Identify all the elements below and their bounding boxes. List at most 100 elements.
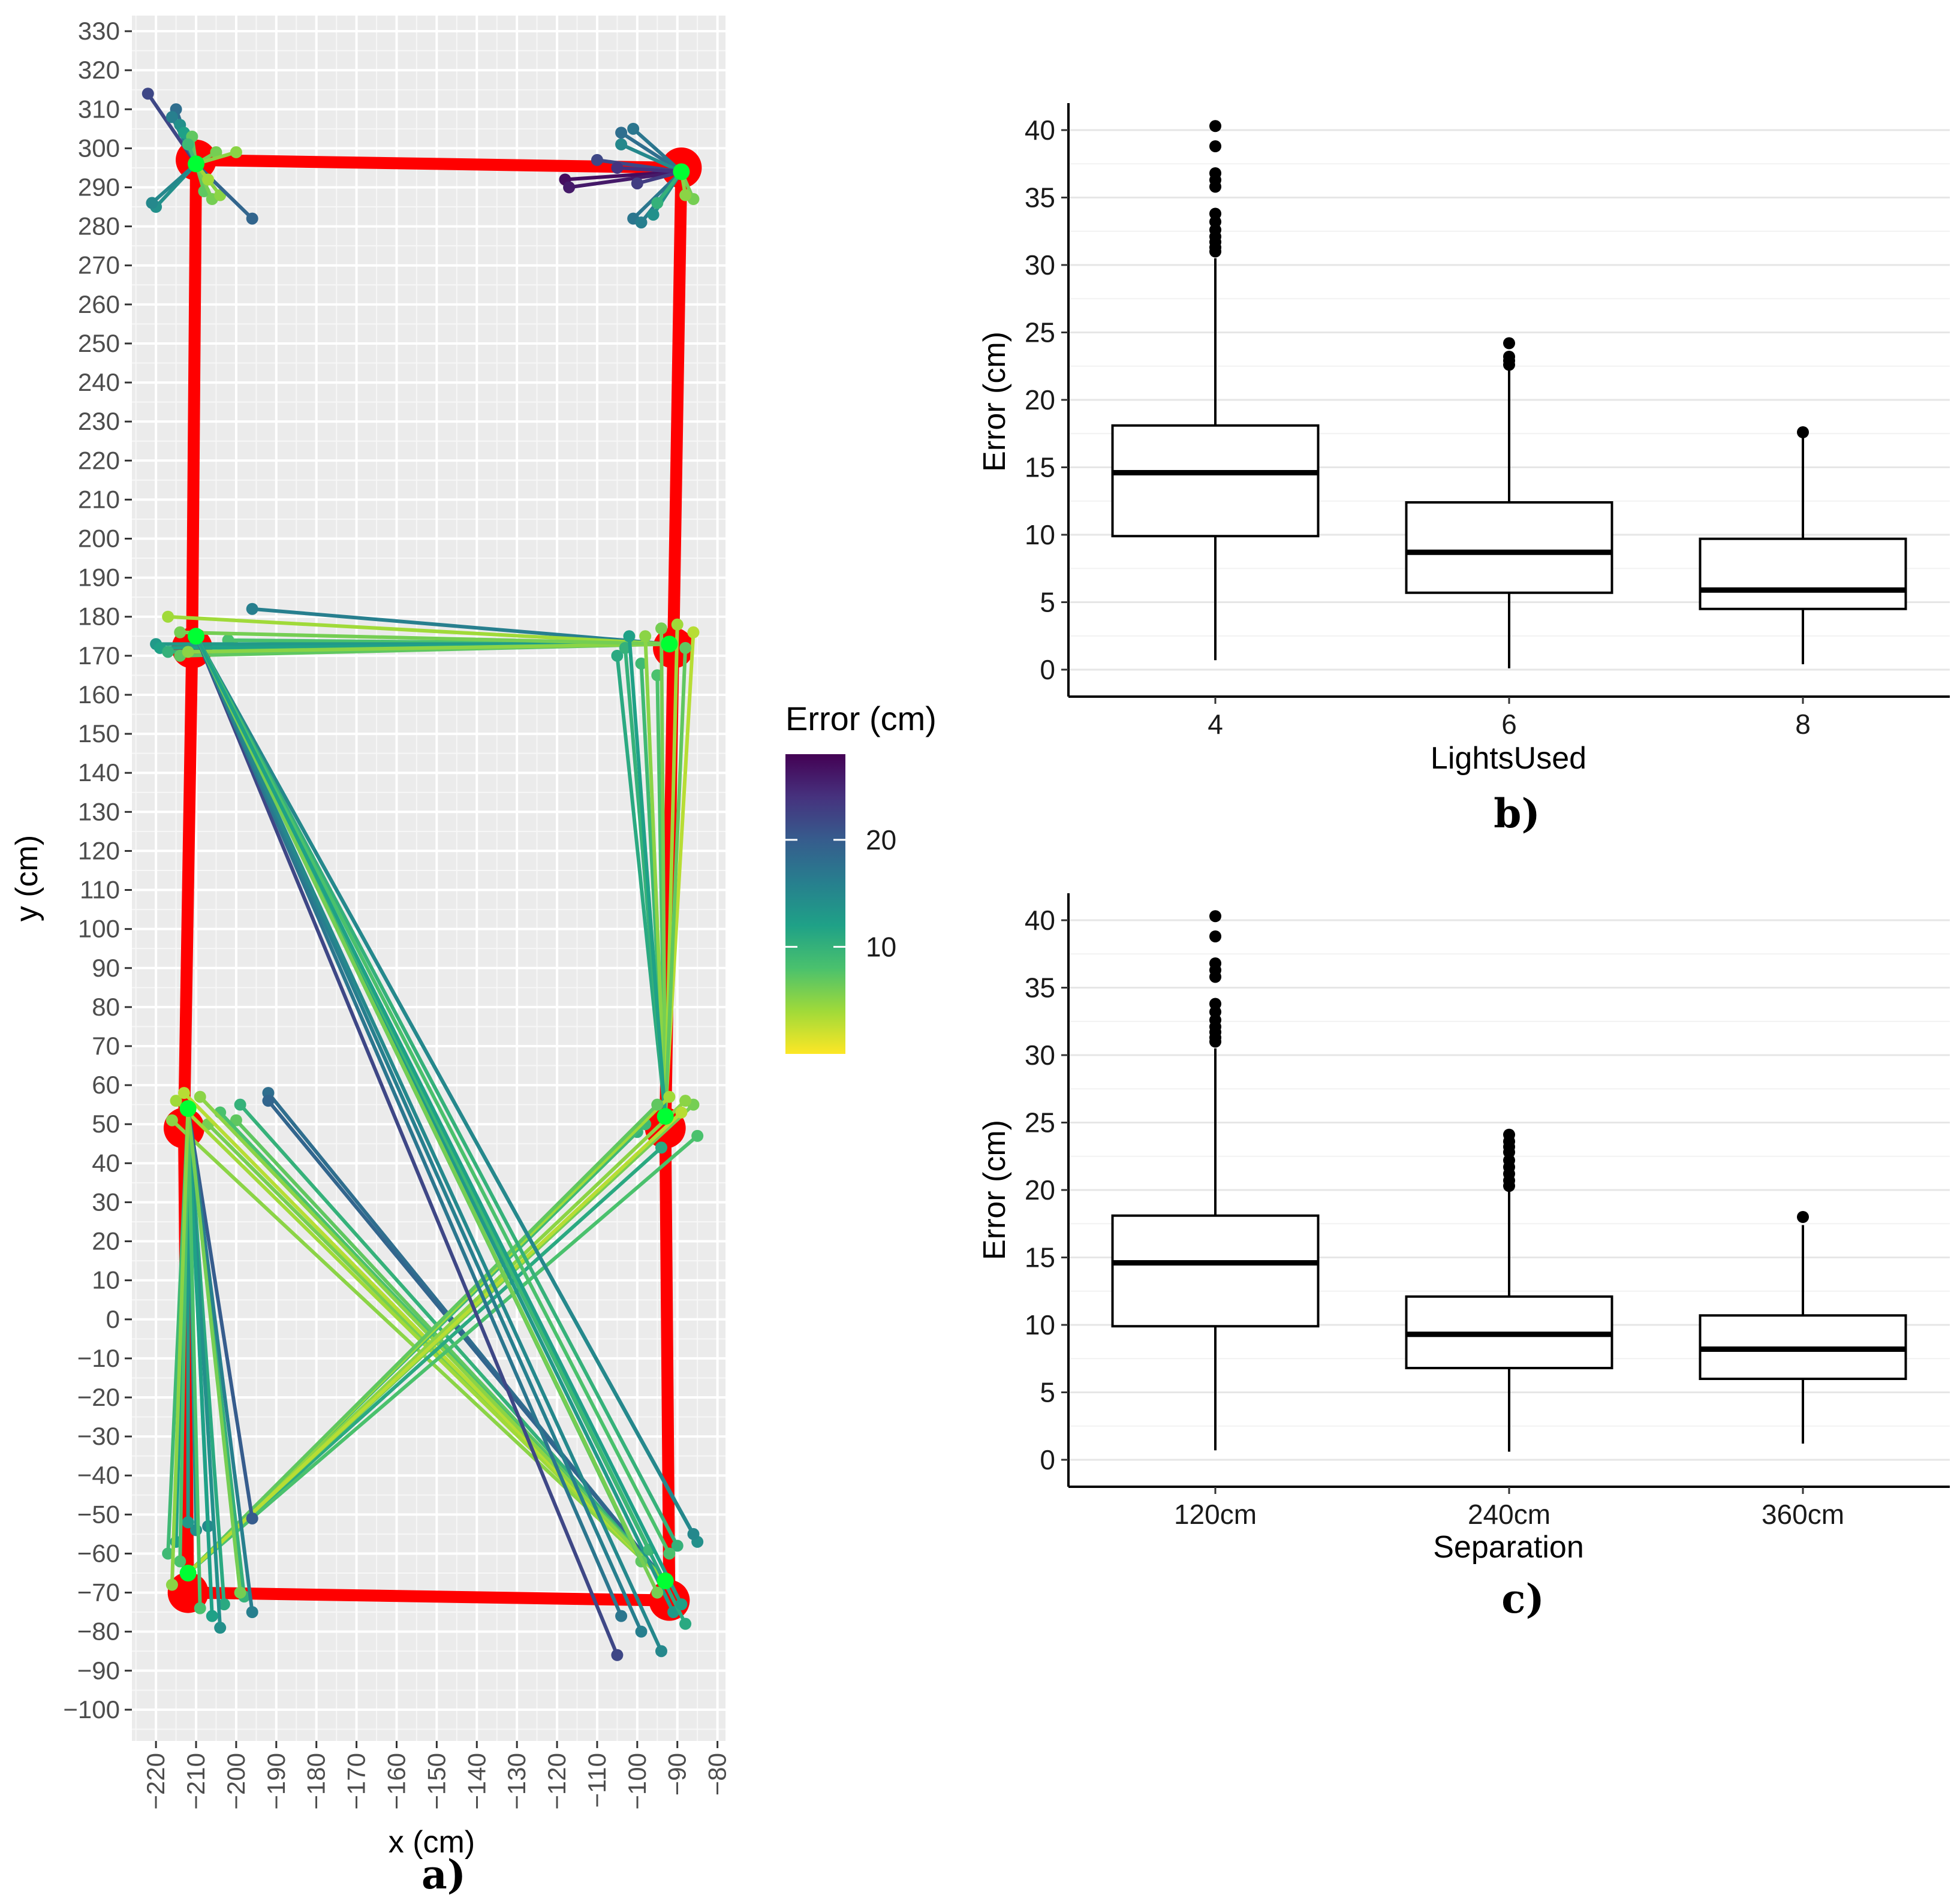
panel-b-label: b): [1494, 790, 1540, 837]
panel-a-label: a): [421, 1851, 466, 1898]
estimate-spoke: [194, 635, 623, 1617]
estimate-point: [679, 1617, 692, 1630]
y-tick-label: 90: [92, 954, 120, 982]
estimate-point: [146, 197, 158, 209]
y-tick-label: 220: [78, 446, 120, 474]
estimate-point: [170, 1095, 182, 1107]
y-tick-label: 250: [78, 329, 120, 357]
estimate-point: [679, 641, 692, 654]
y-tick-label: 200: [78, 525, 120, 553]
panel-a-y-axis-title: y (cm): [10, 835, 44, 921]
estimate-point: [182, 1516, 194, 1529]
y-tick-label: −50: [77, 1500, 120, 1528]
y-tick-label: 70: [92, 1032, 120, 1060]
y-tick-label: 10: [92, 1266, 120, 1294]
estimate-point: [631, 177, 643, 189]
y-tick-label: 310: [78, 95, 120, 123]
estimate-point: [623, 630, 636, 643]
outlier-point: [1209, 998, 1221, 1010]
estimate-point: [611, 161, 624, 174]
panel-c-boxplot: 0 5 10 15 20 25 30 35 40 120cm 240cm 360cm: [1025, 893, 1950, 1530]
x-tick-label: −190: [262, 1753, 290, 1810]
estimate-point: [663, 1090, 676, 1103]
panel-a-plot-area: [141, 88, 704, 1661]
y-tick-label: 25: [1025, 1107, 1055, 1138]
estimate-point: [679, 1095, 692, 1107]
anchor-point: [188, 155, 205, 173]
y-tick-label: −20: [77, 1383, 120, 1411]
estimate-point: [234, 1586, 246, 1599]
estimate-spoke: [267, 1099, 667, 1582]
x-tick-label: −130: [502, 1753, 531, 1810]
estimate-spoke: [632, 127, 683, 173]
estimate-point: [655, 1645, 667, 1658]
y-tick-label: 290: [78, 173, 120, 201]
y-tick-label: −80: [77, 1617, 120, 1646]
outlier-point: [1209, 910, 1221, 923]
outlier-point: [1209, 957, 1221, 969]
y-tick-label: 15: [1025, 452, 1055, 483]
box: [1111, 1214, 1320, 1328]
y-tick-label: 10: [1025, 1309, 1055, 1340]
estimate-point: [234, 1098, 246, 1111]
y-tick-label: 120: [78, 836, 120, 864]
x-tick-label: 120cm: [1174, 1499, 1257, 1530]
estimate-spoke: [188, 642, 670, 654]
y-tick-label: 5: [1040, 1377, 1055, 1408]
y-tick-label: −30: [77, 1422, 120, 1450]
estimate-point: [194, 1090, 206, 1103]
y-tick-label: 160: [78, 680, 120, 709]
y-tick-label: −40: [77, 1461, 120, 1489]
estimate-point: [182, 138, 194, 150]
anchor-point: [188, 628, 205, 645]
panel-b: 0 5 10 15 20 25 30 35 40 4 6 8 LightsUsed Error (cm…: [977, 103, 1950, 837]
estimate-point: [246, 212, 258, 225]
panel-a-x-axis: −220 −210 −200 −190 −180 −170 −160 −150 −140 −130…: [141, 1741, 731, 1810]
estimate-point: [635, 216, 648, 229]
x-tick-label: −210: [182, 1753, 210, 1810]
estimate-point: [639, 630, 652, 643]
y-tick-label: 180: [78, 602, 120, 631]
y-tick-label: 20: [92, 1227, 120, 1255]
estimate-point: [615, 1610, 628, 1622]
estimate-spokes: [141, 88, 704, 1661]
panel-c: 0 5 10 15 20 25 30 35 40 120cm 240cm 360cm Separati…: [977, 893, 1950, 1622]
estimate-point: [162, 646, 174, 658]
y-tick-label: 20: [1025, 384, 1055, 415]
legend-title: Error (cm): [785, 700, 937, 737]
outlier-point: [1209, 140, 1221, 152]
y-tick-label: 60: [92, 1071, 120, 1099]
estimate-spoke: [186, 1111, 683, 1575]
estimate-spoke: [568, 170, 682, 189]
y-tick-label: 230: [78, 407, 120, 435]
x-tick-label: −150: [422, 1753, 450, 1810]
estimate-point: [635, 1625, 648, 1638]
estimate-point: [165, 1114, 178, 1126]
estimate-spoke: [663, 647, 688, 1117]
x-tick-label: −80: [703, 1753, 731, 1795]
outlier-point: [1503, 337, 1515, 350]
panel-b-boxplot: 0 5 10 15 20 25 30 35 40 4 6 8: [1025, 103, 1950, 740]
estimate-point: [174, 626, 186, 638]
estimate-point: [635, 657, 648, 670]
estimate-point: [615, 138, 628, 150]
panel-c-label: c): [1501, 1575, 1544, 1622]
panel-a: 3303203103002902802702602502402302202102…: [10, 16, 731, 1898]
estimate-point: [687, 626, 700, 638]
estimate-point: [214, 1622, 227, 1634]
box: [1405, 501, 1613, 594]
estimate-point: [182, 646, 194, 658]
estimate-spoke: [659, 628, 667, 1117]
outlier-point: [1797, 1211, 1809, 1223]
estimate-spoke: [194, 162, 254, 220]
x-tick-label: −110: [583, 1753, 611, 1808]
panel-a-x-axis-title: x (cm): [389, 1825, 475, 1860]
y-tick-label: −90: [77, 1656, 120, 1685]
x-tick-label: −90: [663, 1753, 691, 1795]
estimate-point: [651, 1098, 664, 1111]
estimate-point: [611, 649, 624, 662]
estimate-point: [206, 1610, 218, 1622]
estimate-point: [210, 146, 222, 158]
y-tick-label: 15: [1025, 1242, 1055, 1273]
